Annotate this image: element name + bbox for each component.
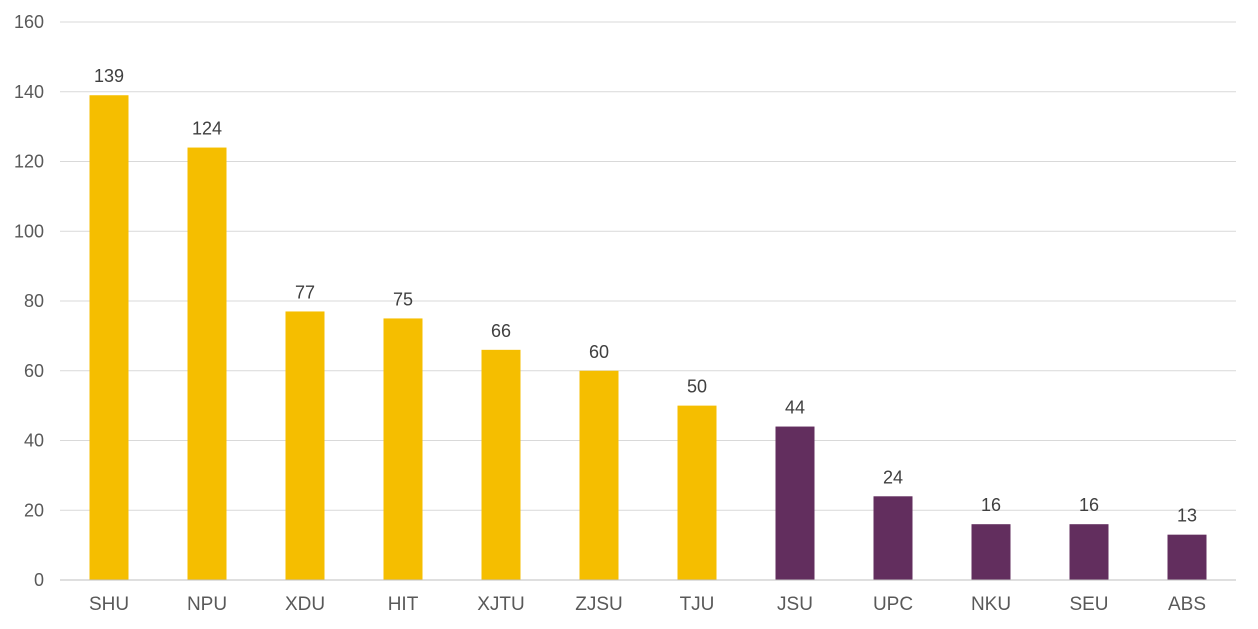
x-axis-labels: SHU NPU XDU HIT XJTU ZJSU TJU JSU UPC NKU SEU ABS: [89, 594, 1206, 615]
x-tick-label-nku: NKU: [971, 594, 1011, 615]
data-label-zjsu: 60: [589, 342, 609, 362]
bar-upc: [873, 496, 913, 580]
data-label-xjtu: 66: [491, 321, 511, 341]
x-tick-label-seu: SEU: [1069, 594, 1108, 615]
x-tick-label-xdu: XDU: [285, 594, 325, 615]
y-tick-label: 160: [14, 12, 44, 32]
y-tick-label: 100: [14, 221, 44, 241]
x-tick-label-upc: UPC: [873, 594, 913, 615]
x-tick-label-hit: HIT: [388, 594, 419, 615]
gridlines: [60, 21, 1236, 581]
data-label-seu: 16: [1079, 495, 1099, 515]
bar-xdu: [285, 311, 325, 580]
x-tick-label-xjtu: XJTU: [477, 594, 525, 615]
data-label-upc: 24: [883, 467, 903, 487]
x-tick-label-jsu: JSU: [777, 594, 813, 615]
y-tick-label: 80: [24, 291, 44, 311]
x-tick-label-shu: SHU: [89, 594, 129, 615]
bar-shu: [89, 95, 129, 581]
bar-hit: [383, 318, 423, 580]
bar-npu: [187, 147, 227, 581]
data-label-tju: 50: [687, 377, 707, 397]
bar-xjtu: [481, 349, 521, 580]
x-tick-label-tju: TJU: [680, 594, 715, 615]
bar-nku: [971, 524, 1011, 580]
bar-seu: [1069, 524, 1109, 580]
y-tick-label: 120: [14, 152, 44, 172]
x-tick-label-zjsu: ZJSU: [575, 594, 623, 615]
y-tick-label: 20: [24, 500, 44, 520]
x-tick-label-abs: ABS: [1168, 594, 1206, 615]
data-label-npu: 124: [192, 119, 222, 139]
data-label-shu: 139: [94, 66, 124, 86]
bar-tju: [677, 405, 717, 580]
y-axis-ticks: 0 20 40 60 80 100 120 140 160: [14, 12, 44, 590]
bar-abs: [1167, 534, 1207, 580]
data-label-nku: 16: [981, 495, 1001, 515]
y-tick-label: 40: [24, 431, 44, 451]
y-tick-label: 140: [14, 82, 44, 102]
x-tick-label-npu: NPU: [187, 594, 227, 615]
data-label-xdu: 77: [295, 282, 315, 302]
y-tick-label: 60: [24, 361, 44, 381]
data-label-jsu: 44: [785, 398, 805, 418]
bar-zjsu: [579, 370, 619, 580]
y-tick-label: 0: [34, 570, 44, 590]
bar-jsu: [775, 426, 815, 580]
data-label-hit: 75: [393, 289, 413, 309]
bars: [89, 95, 1207, 581]
data-label-abs: 13: [1177, 506, 1197, 526]
data-labels: 139 124 77 75 66 60 50 44 24 16 16 13: [94, 66, 1197, 525]
